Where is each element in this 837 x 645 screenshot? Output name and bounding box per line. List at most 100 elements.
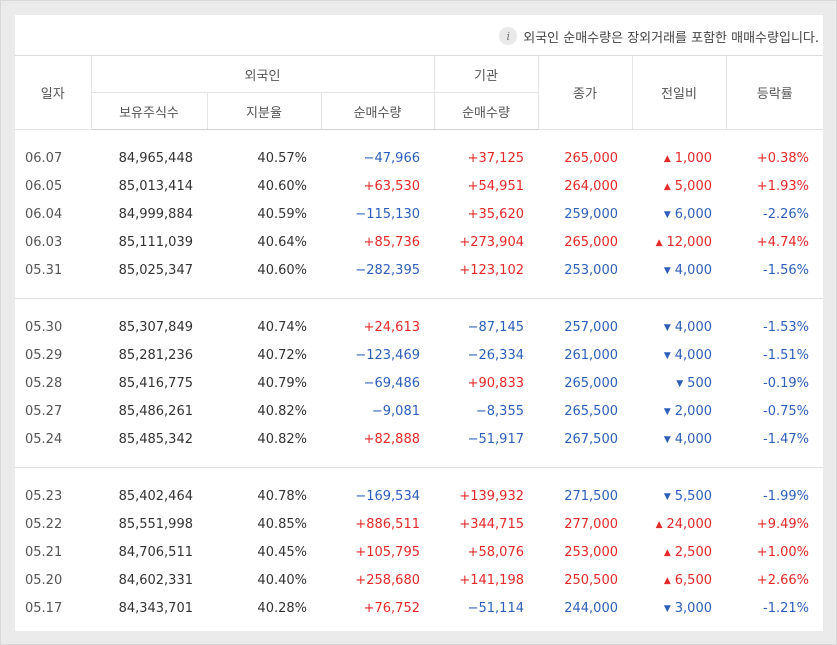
cell-close: 267,500 [564,431,618,447]
row-spacer [15,622,823,631]
cell-change: ▲ 6,500 [632,566,726,594]
triangle-up-icon: ▲ [655,519,663,530]
cell-share: 40.40% [257,572,307,588]
cell-date: 05.23 [25,488,63,504]
cell-close: 253,000 [564,262,618,278]
cell-inst-net: +273,904 [459,234,524,250]
cell-inst-net: −51,114 [467,600,524,616]
cell-share: 40.57% [257,150,307,166]
triangle-down-icon: ▼ [663,322,671,333]
table-row: 05.22 85,551,998 40.85% +886,511 +344,715 277… [15,510,823,538]
table-row: 05.29 85,281,236 40.72% −123,469 −26,334 261,… [15,341,823,369]
notice-text: 외국인 순매수량은 장외거래를 포함한 매매수량입니다. [523,30,819,46]
header-date: 일자 [15,55,92,130]
table-row: 05.23 85,402,464 40.78% −169,534 +139,932 271… [15,482,823,510]
triangle-down-icon: ▼ [663,603,671,614]
triangle-down-icon: ▼ [663,209,671,220]
cell-holdings: 84,706,511 [118,544,193,560]
cell-holdings: 85,111,039 [118,234,193,250]
header-holdings: 보유주식수 [91,92,208,130]
table-row: 05.20 84,602,331 40.40% +258,680 +141,198 250… [15,566,823,594]
change-value: 2,000 [674,403,712,419]
cell-inst-net: −87,145 [467,319,524,335]
cell-foreign-net: +105,795 [355,544,420,560]
cell-foreign-net: +76,752 [363,600,420,616]
cell-close: 250,500 [564,572,618,588]
cell-rate: -1.51% [763,347,809,363]
cell-holdings: 84,965,448 [118,150,193,166]
cell-inst-net: −26,334 [467,347,524,363]
cell-share: 40.28% [257,600,307,616]
cell-rate: +9.49% [756,516,809,532]
table-row: 06.05 85,013,414 40.60% +63,530 +54,951 264,0… [15,172,823,200]
header-rate: 등락률 [725,55,823,130]
cell-rate: +4.74% [756,234,809,250]
cell-holdings: 85,402,464 [118,488,193,504]
cell-holdings: 85,307,849 [118,319,193,335]
cell-holdings: 85,013,414 [118,178,193,194]
cell-holdings: 84,999,884 [118,206,193,222]
cell-foreign-net: +24,613 [363,319,420,335]
change-value: 6,000 [674,206,712,222]
cell-foreign-net: +258,680 [355,572,420,588]
cell-share: 40.85% [257,516,307,532]
header-share: 지분율 [206,92,322,130]
table-body: 06.07 84,965,448 40.57% −47,966 +37,125 265,0… [15,130,823,632]
cell-change: ▲ 1,000 [632,144,726,172]
change-value: 500 [687,375,712,391]
change-value: 4,000 [674,347,712,363]
change-value: 6,500 [674,572,712,588]
header-foreign: 외국인 [90,55,435,93]
table-row: 05.27 85,486,261 40.82% −9,081 −8,355 265,500… [15,397,823,425]
triangle-down-icon: ▼ [663,434,671,445]
cell-change: ▼ 4,000 [632,341,726,369]
cell-holdings: 85,281,236 [118,347,193,363]
cell-foreign-net: −123,469 [355,347,420,363]
cell-change: ▲ 24,000 [632,510,726,538]
table-row: 06.03 85,111,039 40.64% +85,736 +273,904 265,… [15,228,823,256]
cell-inst-net: +37,125 [467,150,524,166]
table-row: 06.04 84,999,884 40.59% −115,130 +35,620 259,… [15,200,823,228]
cell-date: 05.27 [25,403,63,419]
cell-change: ▼ 6,000 [632,200,726,228]
cell-date: 06.05 [25,178,63,194]
cell-inst-net: +344,715 [459,516,524,532]
cell-inst-net: +58,076 [467,544,524,560]
cell-share: 40.60% [257,178,307,194]
triangle-up-icon: ▲ [663,547,671,558]
cell-foreign-net: +85,736 [363,234,420,250]
cell-foreign-net: −115,130 [355,206,420,222]
cell-close: 244,000 [564,600,618,616]
notice: i 외국인 순매수량은 장외거래를 포함한 매매수량입니다. [499,25,819,47]
cell-change: ▼ 2,000 [632,397,726,425]
cell-share: 40.82% [257,431,307,447]
header-close: 종가 [537,55,633,130]
cell-date: 05.24 [25,431,63,447]
cell-rate: -1.99% [763,488,809,504]
cell-share: 40.64% [257,234,307,250]
header-institution: 기관 [433,55,539,93]
row-spacer [15,284,823,299]
triangle-down-icon: ▼ [663,491,671,502]
table-row: 05.21 84,706,511 40.45% +105,795 +58,076 253,… [15,538,823,566]
cell-share: 40.45% [257,544,307,560]
cell-change: ▼ 500 [632,369,726,397]
triangle-up-icon: ▲ [663,181,671,192]
cell-change: ▲ 2,500 [632,538,726,566]
cell-change: ▼ 4,000 [632,256,726,284]
cell-close: 261,000 [564,347,618,363]
cell-date: 06.03 [25,234,63,250]
change-value: 4,000 [674,262,712,278]
cell-date: 05.31 [25,262,63,278]
change-value: 4,000 [674,431,712,447]
cell-close: 259,000 [564,206,618,222]
cell-close: 271,500 [564,488,618,504]
cell-date: 05.28 [25,375,63,391]
cell-holdings: 85,551,998 [118,516,193,532]
cell-holdings: 85,025,347 [118,262,193,278]
cell-close: 253,000 [564,544,618,560]
cell-inst-net: +90,833 [467,375,524,391]
table-row: 05.24 85,485,342 40.82% +82,888 −51,917 267,5… [15,425,823,453]
cell-date: 05.22 [25,516,63,532]
